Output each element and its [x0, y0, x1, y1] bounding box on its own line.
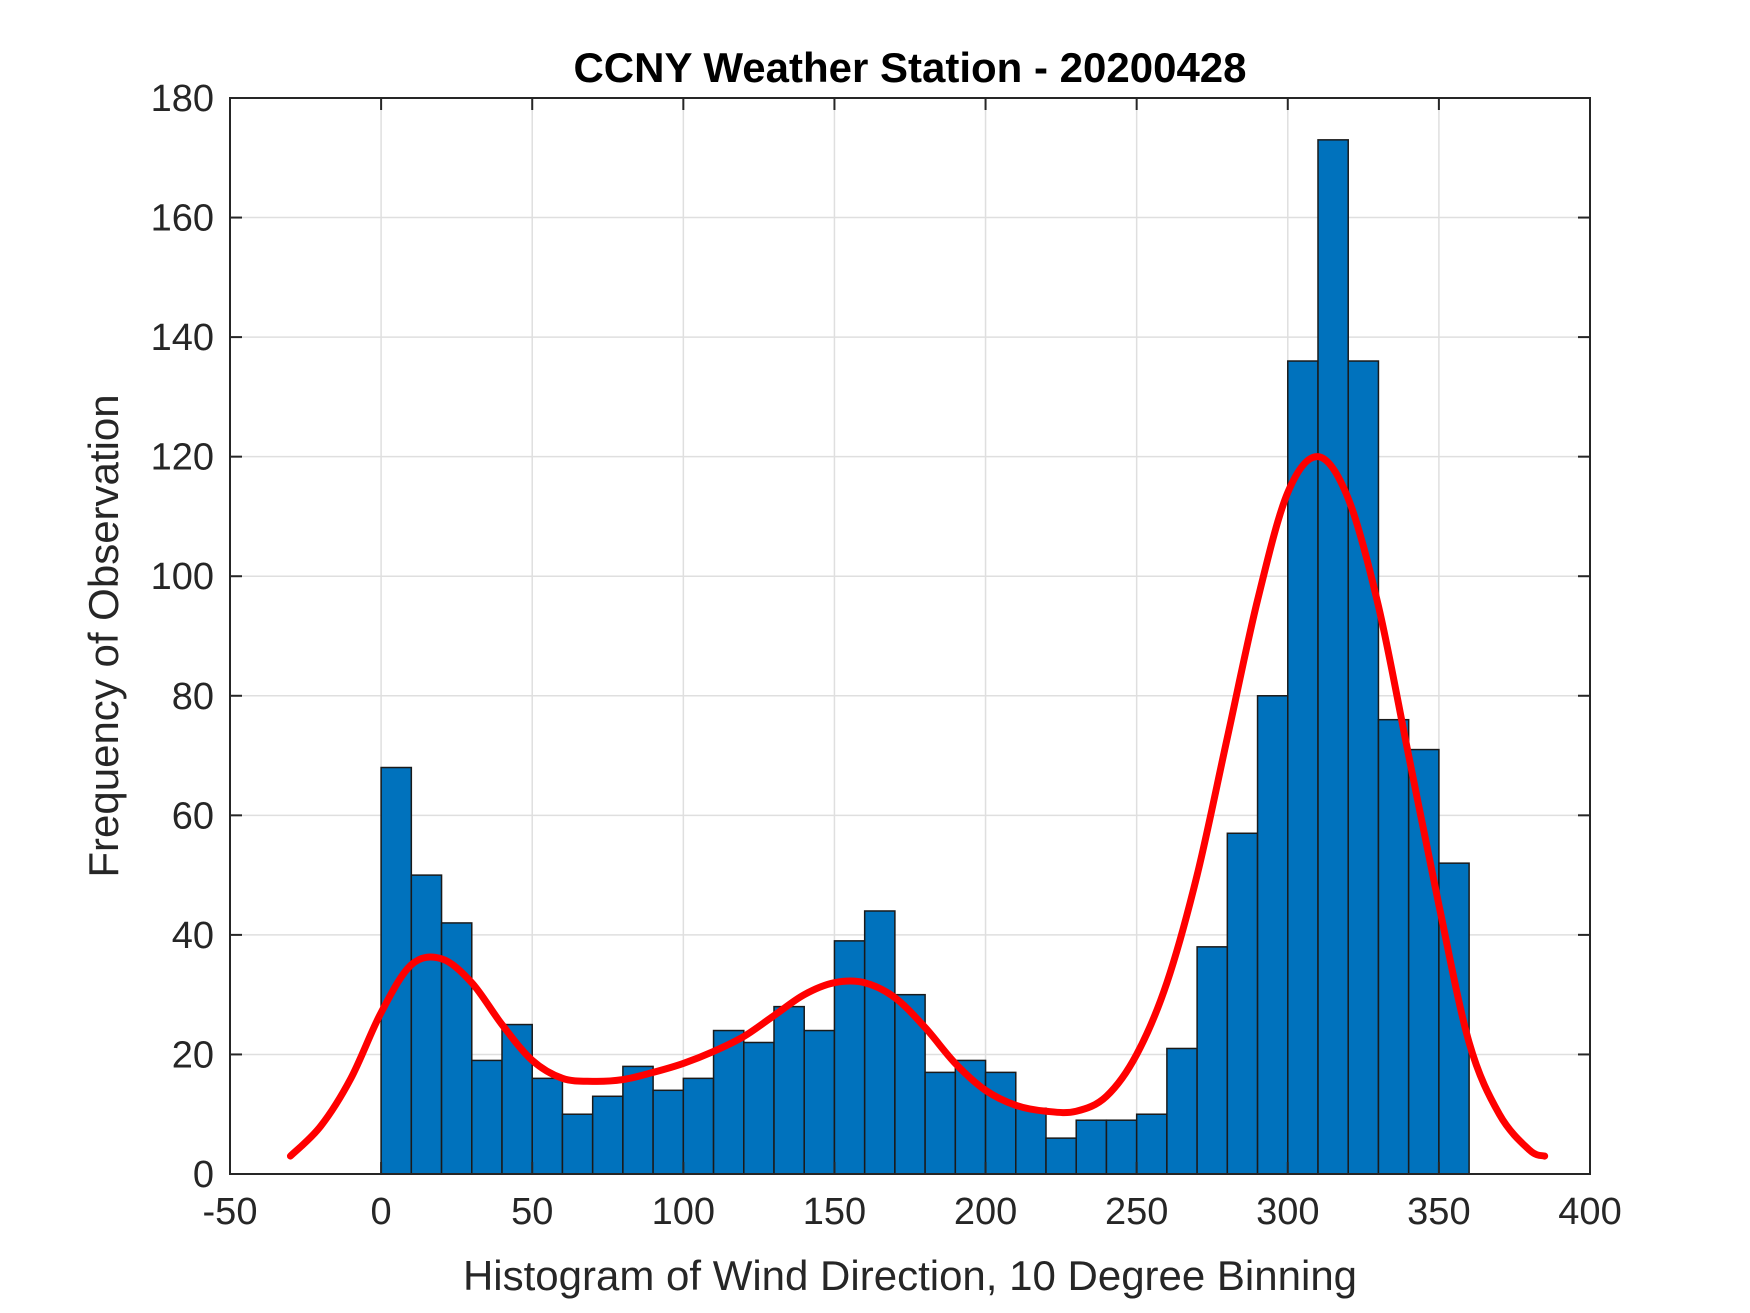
y-axis-label: Frequency of Observation: [80, 394, 127, 877]
histogram-bar: [1226, 832, 1259, 1175]
x-tick-label: 150: [803, 1191, 866, 1233]
histogram-bar: [471, 1059, 503, 1175]
histogram-bar: [1166, 1047, 1198, 1175]
histogram-bar: [924, 1071, 957, 1175]
histogram-bar: [682, 1077, 715, 1175]
x-tick-label: -50: [203, 1191, 258, 1233]
histogram-bar: [1287, 360, 1319, 1175]
y-tick-labels: 0 20 40 60 80 100 120 140 160 180: [151, 78, 214, 1196]
y-tick-label: 60: [172, 795, 214, 837]
histogram-bar: [1196, 946, 1229, 1175]
x-tick-label: 400: [1558, 1191, 1621, 1233]
histogram-bar: [561, 1113, 594, 1175]
histogram-bar: [1377, 718, 1410, 1175]
x-tick-label: 250: [1105, 1191, 1168, 1233]
histogram-bar: [622, 1065, 654, 1175]
y-tick-label: 100: [151, 556, 214, 598]
fit-curve: [286, 453, 1549, 1160]
histogram-bar: [1015, 1107, 1047, 1175]
histogram-bar: [984, 1071, 1017, 1175]
histogram-bar: [863, 910, 896, 1175]
y-tick-label: 120: [151, 437, 214, 479]
x-axis-label: Histogram of Wind Direction, 10 Degree B…: [463, 1252, 1357, 1299]
y-tick-label: 140: [151, 317, 214, 359]
histogram-bar: [591, 1095, 624, 1175]
histogram-bar: [1256, 695, 1289, 1175]
y-tick-label: 20: [172, 1034, 214, 1076]
x-tick-label: 300: [1256, 1191, 1319, 1233]
histogram-bar: [1045, 1137, 1077, 1175]
histogram-bar: [773, 1005, 805, 1175]
y-tick-label: 160: [151, 198, 214, 240]
x-tick-label: 100: [652, 1191, 715, 1233]
histogram-bar: [743, 1041, 775, 1175]
x-tick-label: 0: [371, 1191, 392, 1233]
histogram-bar: [531, 1077, 564, 1175]
x-tick-label: 200: [954, 1191, 1017, 1233]
histogram-bar: [1135, 1113, 1168, 1175]
x-tick-label: 50: [511, 1191, 553, 1233]
chart-title: CCNY Weather Station - 20200428: [573, 44, 1246, 91]
histogram-bar: [1317, 139, 1349, 1175]
y-tick-label: 0: [193, 1154, 214, 1196]
histogram-bar: [1347, 360, 1380, 1175]
histogram-bar: [1105, 1119, 1138, 1175]
y-tick-label: 80: [172, 676, 214, 718]
histogram-bar: [652, 1089, 685, 1175]
axis-ticks: [229, 97, 1591, 1175]
histogram-bar: [410, 874, 443, 1175]
x-tick-label: 350: [1407, 1191, 1470, 1233]
x-tick-labels: -50 0 50 100 150 200 250 300 350 400: [203, 1191, 1622, 1233]
histogram-bar: [1075, 1119, 1108, 1175]
y-tick-label: 180: [151, 78, 214, 120]
histogram-bar: [803, 1029, 836, 1175]
y-tick-label: 40: [172, 915, 214, 957]
histogram-bar: [833, 940, 866, 1175]
plot-frame: [229, 97, 1591, 1175]
